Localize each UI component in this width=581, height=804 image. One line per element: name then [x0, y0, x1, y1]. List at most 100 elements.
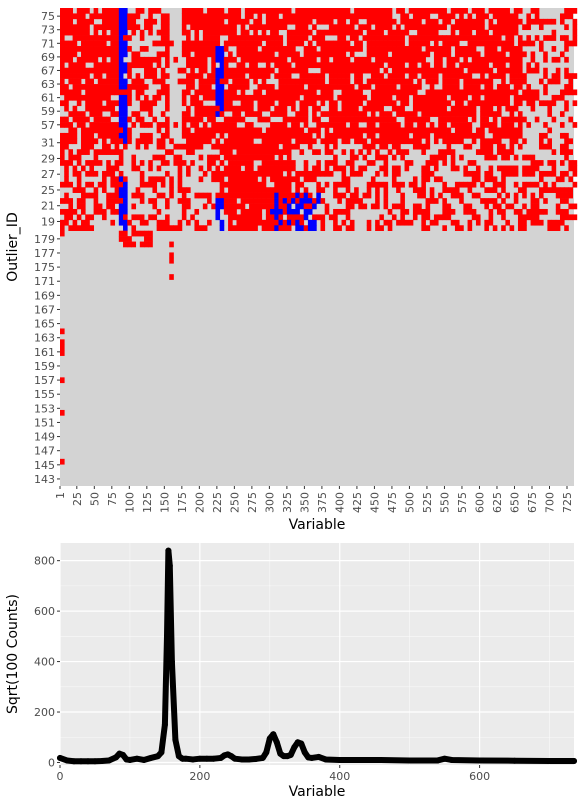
heatmap-cell [198, 154, 204, 161]
heatmap-cell [471, 181, 477, 188]
heatmap-cell [97, 149, 103, 155]
heatmap-cell [391, 203, 397, 210]
heatmap-cell [341, 51, 347, 58]
heatmap-cell [295, 24, 300, 31]
heatmap-cell [513, 18, 519, 25]
heatmap-cell [244, 198, 250, 204]
heatmap-cell [303, 73, 309, 79]
heatmap-cell [467, 187, 473, 193]
heatmap-cell [177, 78, 183, 85]
heatmap-cell [366, 225, 372, 231]
heatmap-cell [127, 62, 132, 69]
heatmap-cell [559, 51, 565, 58]
heatmap-cell [123, 84, 128, 90]
heatmap-cell [312, 111, 317, 117]
heatmap-cell [202, 24, 208, 31]
heatmap-cell [207, 24, 212, 31]
heatmap-cell [496, 62, 502, 69]
heatmap-cell [517, 208, 523, 215]
heatmap-cell [303, 122, 309, 128]
heatmap-cell [93, 100, 99, 107]
heatmap-cell [538, 132, 544, 139]
heatmap-cell [366, 100, 372, 107]
heatmap-cell [270, 176, 275, 183]
heatmap-cell [349, 46, 355, 52]
heatmap-cell [366, 24, 372, 31]
line-point [77, 758, 84, 765]
heatmap-cell [257, 35, 263, 41]
heatmap-cell [505, 40, 510, 47]
heatmap-cell [341, 127, 347, 134]
heatmap-cell [261, 198, 267, 204]
heatmap-cell [396, 8, 401, 14]
heatmap-cell [450, 149, 456, 155]
heatmap-cell [543, 89, 548, 96]
heatmap-cell [312, 100, 317, 107]
heatmap-cell [383, 56, 389, 63]
heatmap-cell [492, 122, 498, 128]
heatmap-cell [501, 62, 506, 69]
heatmap-cell [249, 24, 254, 31]
heatmap-cell [505, 100, 510, 107]
heatmap-cell [207, 219, 212, 226]
heatmap-cell [421, 73, 426, 79]
heatmap-cell [207, 160, 212, 166]
heatmap-cell [467, 219, 473, 226]
heatmap-cell [522, 170, 527, 177]
heatmap-cell [412, 105, 418, 112]
heatmap-cell [165, 51, 170, 58]
heatmap-cell [341, 132, 347, 139]
heatmap-cell [459, 62, 464, 69]
heatmap-cell [358, 149, 363, 155]
heatmap-cell [139, 170, 145, 177]
heatmap-cell [64, 208, 69, 215]
heatmap-cell [341, 8, 347, 14]
heatmap-cell [358, 56, 363, 63]
heatmap-cell [89, 18, 95, 25]
heatmap-cells [60, 8, 578, 465]
heatmap-cell [93, 94, 99, 101]
heatmap-cell [324, 143, 330, 150]
heatmap-cell [320, 89, 326, 96]
heatmap-cell [421, 67, 426, 74]
heatmap-cell [429, 73, 435, 79]
heatmap-cell [282, 160, 288, 166]
heatmap-cell [421, 111, 426, 117]
heatmap-cell [291, 35, 296, 41]
heatmap-cell [429, 219, 435, 226]
line-x-tick-label: 0 [57, 770, 64, 783]
heatmap-cell [463, 29, 468, 36]
heatmap-cell [412, 116, 418, 123]
heatmap-cell [459, 94, 464, 101]
heatmap-cell [387, 219, 393, 226]
heatmap-cell [240, 198, 246, 204]
heatmap-cell [509, 132, 515, 139]
heatmap-cell [438, 176, 443, 183]
heatmap-cell [169, 241, 174, 248]
heatmap-cell [123, 8, 128, 14]
heatmap-cell [286, 219, 292, 226]
heatmap-cell [400, 214, 405, 221]
heatmap-cell [173, 225, 179, 231]
heatmap-cell [118, 154, 124, 161]
heatmap-cell [480, 13, 485, 20]
heatmap-cell [244, 35, 250, 41]
heatmap-cell [484, 89, 489, 96]
heatmap-cell [480, 122, 485, 128]
heatmap-cell [379, 225, 384, 231]
heatmap-cell [358, 78, 363, 85]
heatmap-cell [362, 192, 368, 199]
heatmap-cell [488, 176, 494, 183]
heatmap-cell [349, 67, 355, 74]
heatmap-cell [156, 219, 162, 226]
heatmap-cell [265, 94, 271, 101]
heatmap-cell [219, 29, 225, 36]
heatmap-cell [265, 40, 271, 47]
heatmap-cell [257, 214, 263, 221]
heatmap-cell [471, 111, 477, 117]
heatmap-cell [81, 143, 86, 150]
heatmap-cell [123, 62, 128, 69]
line-point [63, 757, 70, 764]
heatmap-cell [76, 84, 82, 90]
heatmap-cell [68, 13, 73, 20]
